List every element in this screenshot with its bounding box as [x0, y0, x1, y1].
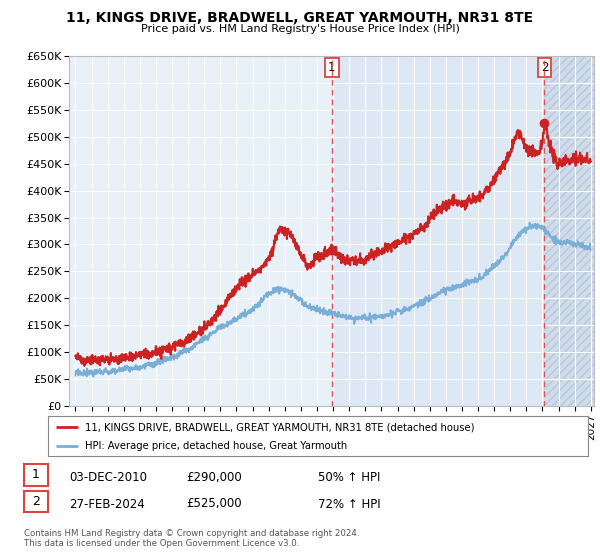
Text: 72% ↑ HPI: 72% ↑ HPI: [318, 497, 380, 511]
Text: Price paid vs. HM Land Registry's House Price Index (HPI): Price paid vs. HM Land Registry's House …: [140, 24, 460, 34]
Text: HPI: Average price, detached house, Great Yarmouth: HPI: Average price, detached house, Grea…: [85, 441, 347, 451]
Text: Contains HM Land Registry data © Crown copyright and database right 2024.: Contains HM Land Registry data © Crown c…: [24, 529, 359, 538]
Text: 27-FEB-2024: 27-FEB-2024: [69, 497, 145, 511]
Text: This data is licensed under the Open Government Licence v3.0.: This data is licensed under the Open Gov…: [24, 539, 299, 548]
Text: 03-DEC-2010: 03-DEC-2010: [69, 470, 147, 484]
Text: 2: 2: [541, 62, 548, 74]
Text: £525,000: £525,000: [186, 497, 242, 511]
Bar: [544, 56, 594, 406]
Text: 1: 1: [32, 468, 40, 482]
Text: 11, KINGS DRIVE, BRADWELL, GREAT YARMOUTH, NR31 8TE: 11, KINGS DRIVE, BRADWELL, GREAT YARMOUT…: [67, 11, 533, 25]
Bar: [544, 56, 594, 406]
Text: 11, KINGS DRIVE, BRADWELL, GREAT YARMOUTH, NR31 8TE (detached house): 11, KINGS DRIVE, BRADWELL, GREAT YARMOUT…: [85, 422, 474, 432]
Text: £290,000: £290,000: [186, 470, 242, 484]
Text: 1: 1: [328, 62, 335, 74]
Text: 50% ↑ HPI: 50% ↑ HPI: [318, 470, 380, 484]
Bar: [332, 56, 594, 406]
Text: 2: 2: [32, 495, 40, 508]
